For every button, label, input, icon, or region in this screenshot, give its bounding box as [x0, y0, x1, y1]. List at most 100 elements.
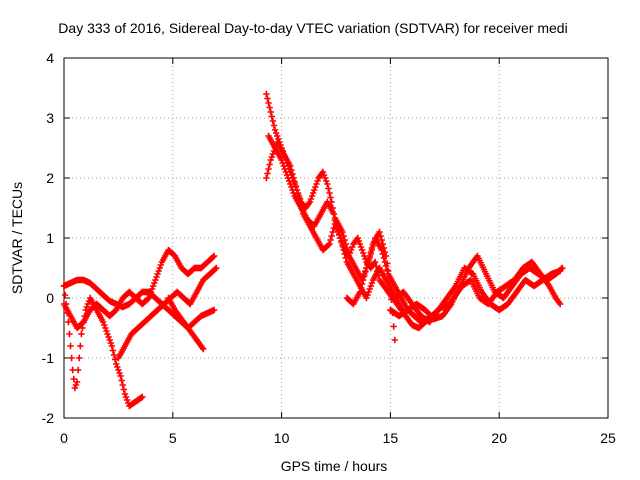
data-point: [281, 165, 289, 173]
data-point: [380, 244, 388, 252]
data-point: [382, 252, 390, 260]
data-point: [332, 218, 340, 226]
data-point: [268, 113, 276, 120]
data-point: [367, 282, 375, 290]
y-axis-ticks: -2 -1 0 1 2 3 4: [42, 50, 608, 426]
data-point: [287, 180, 294, 188]
data-point: [368, 244, 376, 252]
data-point: [314, 177, 321, 185]
chart-title: Day 333 of 2016, Sidereal Day-to-day VTE…: [58, 20, 567, 36]
data-point: [378, 236, 385, 244]
data-point: [76, 354, 83, 362]
data-point: [213, 264, 220, 272]
x-axis-ticks: 0 5 10 15 20 25: [60, 58, 616, 446]
x-tick-label: 0: [60, 430, 68, 446]
data-point: [319, 168, 327, 176]
x-axis-label: GPS time / hours: [281, 458, 388, 474]
grid: [64, 58, 608, 418]
data-point: [331, 214, 339, 222]
data-point: [280, 162, 287, 170]
data-point: [328, 232, 335, 240]
data-point: [69, 366, 76, 374]
y-tick-label: -1: [42, 350, 55, 366]
data-point: [325, 241, 332, 249]
data-point: [263, 90, 270, 98]
data-point: [153, 273, 160, 281]
data-point: [348, 246, 355, 254]
data-point: [337, 234, 344, 242]
data-point: [286, 177, 293, 185]
data-point: [373, 263, 380, 270]
data-point: [114, 363, 121, 371]
data-point: [70, 375, 77, 383]
data-point: [266, 161, 273, 168]
data-point: [357, 243, 365, 251]
data-point: [71, 384, 79, 392]
y-axis-label: SDTVAR / TECUs: [9, 182, 25, 294]
data-point: [326, 240, 333, 248]
x-tick-label: 25: [600, 430, 616, 446]
data-point: [377, 232, 384, 240]
data-point: [268, 153, 276, 161]
data-point: [154, 270, 161, 278]
data-point: [288, 183, 295, 191]
data-point: [272, 129, 280, 137]
data-point: [117, 372, 124, 380]
data-point: [390, 323, 397, 330]
data-point: [379, 240, 386, 248]
data-point: [343, 244, 351, 252]
data-point: [307, 195, 315, 203]
data-point: [330, 210, 338, 218]
data-point: [290, 174, 297, 182]
data-point: [155, 267, 162, 275]
data-point: [278, 156, 285, 164]
series-7: [263, 138, 438, 326]
data-point: [101, 321, 108, 329]
data-point: [269, 150, 277, 158]
data-point: [274, 132, 281, 140]
data-point: [366, 252, 373, 260]
data-point: [116, 369, 123, 377]
x-tick-label: 5: [169, 430, 177, 446]
data-point: [360, 276, 367, 284]
data-point: [327, 236, 334, 244]
data-point: [157, 261, 165, 269]
data-point: [368, 279, 376, 287]
data-point: [361, 252, 368, 260]
data-point: [357, 284, 365, 292]
data-point: [156, 264, 163, 272]
data-point: [109, 347, 117, 354]
data-point: [265, 99, 272, 107]
data-point: [84, 300, 92, 308]
data-point: [364, 260, 371, 268]
data-point: [212, 265, 219, 273]
data-point: [386, 275, 393, 282]
data-point: [387, 282, 394, 290]
y-tick-label: 4: [46, 50, 54, 66]
data-point: [287, 162, 294, 170]
data-point: [388, 296, 395, 303]
data-point: [333, 222, 341, 230]
data-point: [349, 243, 356, 251]
data-point: [320, 171, 328, 179]
data-point: [107, 339, 114, 347]
data-point: [271, 126, 279, 134]
data-point: [329, 228, 336, 236]
data-point: [291, 178, 298, 186]
data-point: [267, 156, 274, 164]
data-point: [113, 360, 120, 368]
data-point: [330, 224, 338, 232]
data-point: [282, 168, 290, 176]
data-point: [364, 291, 371, 299]
data-point: [365, 288, 372, 296]
series-8: [265, 132, 448, 332]
y-tick-label: 0: [46, 290, 54, 306]
data-point: [326, 189, 333, 197]
data-point: [391, 336, 398, 344]
data-point: [110, 351, 118, 359]
data-point: [376, 228, 383, 236]
data-point: [288, 166, 295, 174]
data-point: [279, 159, 286, 167]
y-tick-label: -2: [42, 410, 55, 426]
